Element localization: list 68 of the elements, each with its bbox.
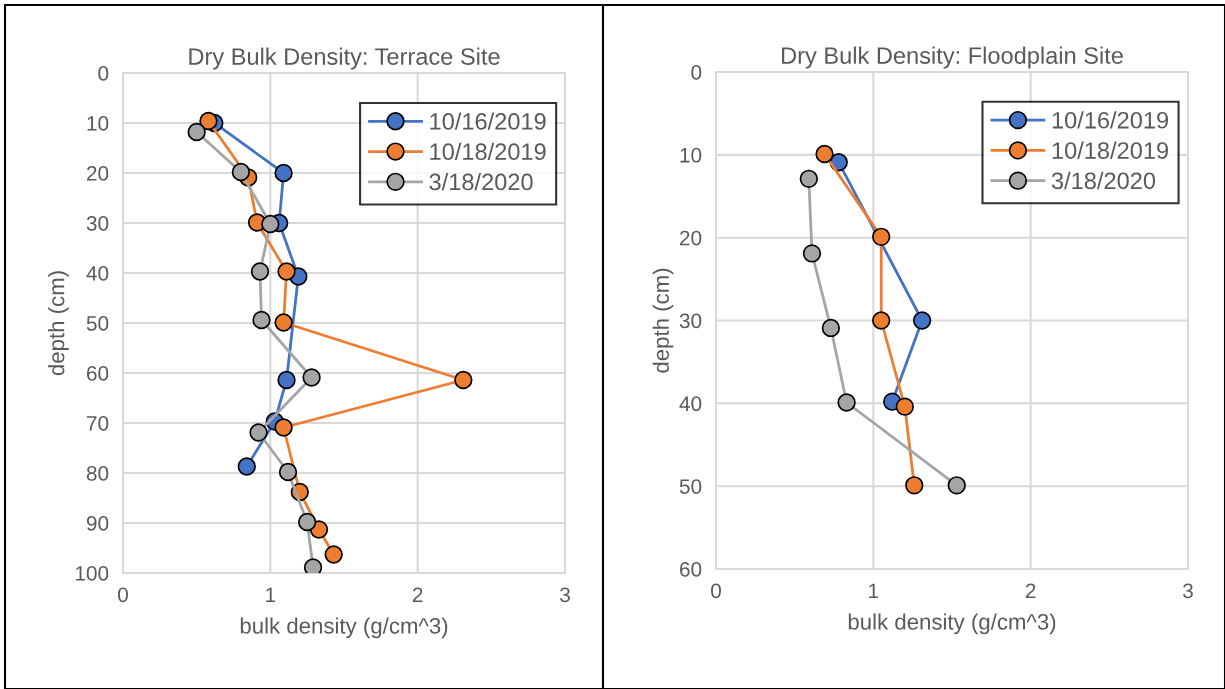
y-tick-label: 20 (86, 166, 109, 181)
point (274, 313, 293, 332)
x-tick-label: 0 (118, 587, 128, 603)
y-tick-label: 70 (87, 416, 109, 431)
point (297, 512, 317, 532)
y-tick-label: 80 (86, 466, 109, 481)
point (302, 368, 321, 387)
point (249, 423, 268, 442)
y-tick-label: 40 (86, 266, 109, 281)
x-axis-title: bulk density (g/cm^3) (848, 613, 1056, 635)
x-tick-label: 1 (266, 587, 276, 602)
point (278, 462, 298, 482)
x-tick-label: 3 (560, 587, 570, 603)
y-tick-label: 90 (86, 516, 109, 531)
x-tick-label: 3 (1183, 583, 1193, 599)
x-tick-label: 2 (1025, 583, 1036, 598)
chart-title: Dry Bulk Density: Floodplain Site (782, 46, 1123, 69)
point (277, 370, 296, 390)
y-tick-label: 100 (75, 566, 109, 581)
legend-label: 10/18/2019 (1052, 141, 1169, 159)
point (895, 397, 914, 416)
point (872, 311, 891, 330)
y-tick-label: 20 (679, 230, 702, 246)
y-tick-label: 10 (87, 116, 109, 131)
y-tick-label: 30 (679, 313, 702, 329)
point (815, 144, 834, 164)
x-axis-title: bulk density (g/cm^3) (240, 617, 448, 639)
point (252, 310, 271, 330)
point (905, 476, 924, 495)
point (274, 163, 293, 183)
x-tick-label: 2 (412, 587, 423, 602)
y-tick-label: 50 (679, 479, 702, 494)
x-tick-label: 0 (711, 583, 721, 599)
y-tick-label: 60 (87, 366, 109, 381)
point (324, 545, 343, 564)
point (250, 262, 270, 281)
point (454, 370, 473, 390)
legend-label: 3/18/2020 (1051, 171, 1156, 190)
legend-label: 10/16/2019 (430, 112, 546, 130)
x-tick-label: 1 (869, 583, 879, 598)
point (187, 122, 206, 142)
chart-title: Dry Bulk Density: Terrace Site (189, 47, 500, 70)
point (872, 227, 891, 247)
y-tick-label: 60 (680, 562, 702, 577)
point (303, 558, 323, 573)
y-tick-label: 0 (691, 65, 702, 80)
legend-label: 3/18/2020 (429, 172, 533, 191)
point (261, 214, 280, 234)
y-axis-title: depth (cm) (652, 268, 674, 373)
legend-label: 10/18/2019 (430, 142, 546, 161)
point (821, 318, 841, 338)
point (802, 244, 822, 263)
point (837, 393, 856, 412)
point (912, 311, 932, 330)
y-tick-label: 40 (679, 396, 702, 412)
y-tick-label: 10 (680, 147, 702, 163)
point (277, 262, 296, 281)
y-tick-label: 0 (98, 66, 109, 81)
point (237, 457, 256, 476)
y-axis-title: depth (cm) (48, 271, 69, 376)
y-tick-label: 30 (86, 216, 109, 231)
point (274, 418, 293, 437)
y-tick-label: 50 (86, 316, 109, 331)
legend-label: 10/16/2019 (1052, 111, 1169, 129)
point (799, 169, 818, 189)
point (231, 162, 251, 182)
point (199, 111, 218, 131)
point (947, 476, 966, 495)
